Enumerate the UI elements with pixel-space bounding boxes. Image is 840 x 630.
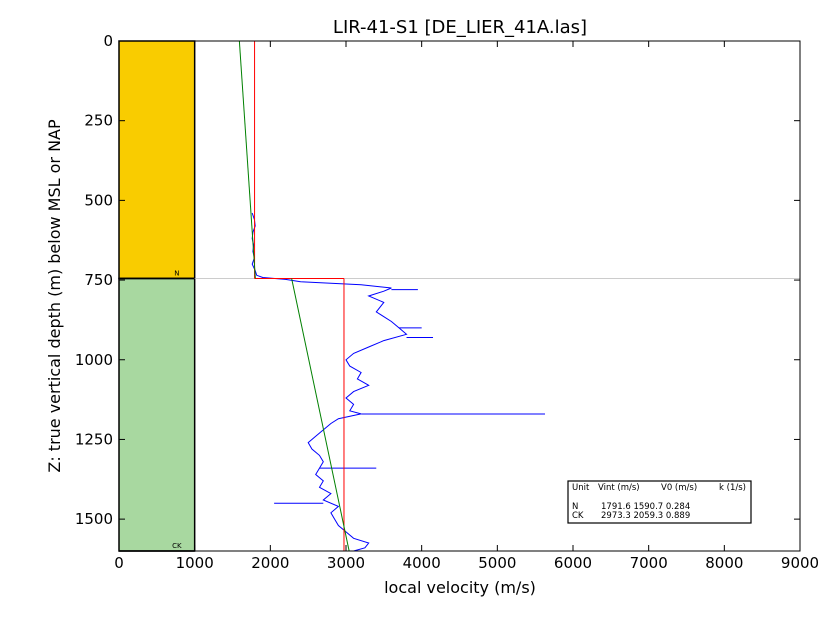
y-tick-label: 1500 (75, 510, 113, 528)
x-axis-label: local velocity (m/s) (384, 578, 536, 597)
trend-velocity-line (238, 40, 256, 279)
legend-row-unit: N (572, 502, 578, 512)
plot-frame (118, 40, 801, 552)
trend-velocity-line (291, 278, 350, 552)
x-tick-label: 0 (114, 554, 124, 572)
unit-column-n (118, 40, 196, 280)
legend-header: Vint (m/s) (598, 483, 640, 493)
x-tick-label: 8000 (705, 554, 743, 572)
y-tick-label: 750 (84, 271, 113, 289)
axes-frame (118, 40, 801, 552)
chart-title: LIR-41-S1 [DE_LIER_41A.las] (333, 17, 587, 38)
x-tick-label: 6000 (554, 554, 592, 572)
unit-column-ck (118, 277, 196, 552)
stratigraphic-units: NCK (118, 40, 800, 552)
x-tick-label: 4000 (403, 554, 441, 572)
axis-ticks: 0 1000 2000 3000 4000 5000 6000 7000 8000 9000 0 25… (75, 32, 819, 572)
legend-table: Unit Vint (m/s) V0 (m/s) k (1/s) N 1791.6 159… (567, 480, 752, 524)
velocity-log-line (251, 212, 408, 552)
y-tick-label: 1000 (75, 351, 113, 369)
y-tick-label: 250 (84, 112, 113, 130)
x-tick-label: 5000 (478, 554, 516, 572)
legend-row-unit: CK (572, 511, 584, 521)
model-lines (238, 40, 350, 552)
legend-header: k (1/s) (719, 483, 746, 493)
legend-row-values: 2973.3 2059.3 0.889 (601, 511, 690, 521)
marker-label-ck: CK (172, 542, 182, 550)
legend-header: Unit (572, 483, 590, 493)
y-axis-label: Z: true vertical depth (m) below MSL or … (45, 119, 64, 473)
x-tick-label: 2000 (251, 554, 289, 572)
y-tick-label: 500 (84, 191, 113, 209)
legend-box (567, 480, 752, 524)
marker-label-n: N (174, 269, 179, 277)
velocity-log-series (251, 212, 546, 552)
x-tick-label: 1000 (176, 554, 214, 572)
y-tick-label: 1250 (75, 430, 113, 448)
legend-row-values: 1791.6 1590.7 0.284 (601, 502, 690, 512)
legend-header: V0 (m/s) (661, 483, 697, 493)
x-tick-label: 7000 (630, 554, 668, 572)
x-tick-label: 9000 (781, 554, 819, 572)
x-tick-label: 3000 (327, 554, 365, 572)
y-tick-label: 0 (103, 32, 113, 50)
